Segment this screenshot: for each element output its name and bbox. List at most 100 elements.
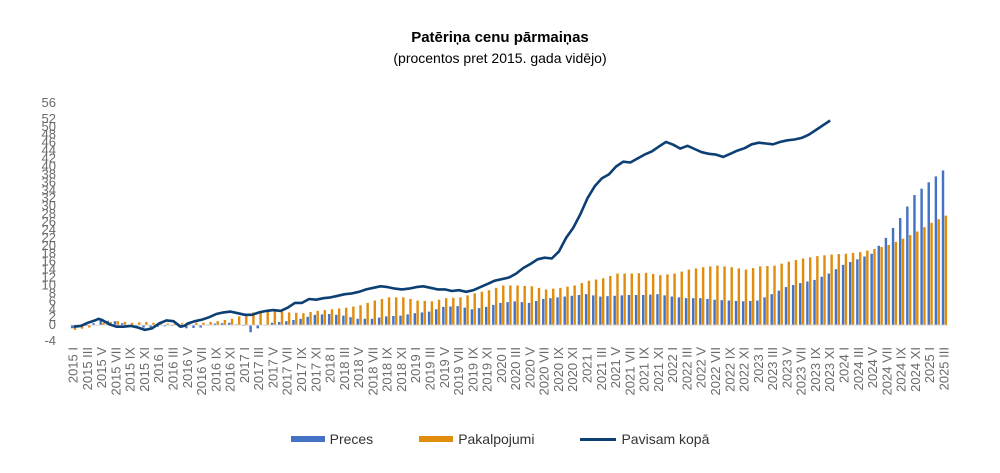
bar-pakalpojumi: [630, 273, 633, 326]
bar-preces: [542, 298, 545, 326]
bar-preces: [927, 182, 930, 326]
legend-item-pakalpojumi: Pakalpojumi: [419, 431, 534, 447]
bar-preces: [713, 299, 716, 326]
x-tick-label: 2025 III: [936, 347, 951, 390]
bar-preces: [756, 300, 759, 326]
x-tick-label: 2016 IX: [208, 347, 223, 392]
bar-preces: [292, 319, 295, 326]
bar-pakalpojumi: [787, 261, 791, 326]
bar-pakalpojumi: [459, 297, 462, 326]
x-tick-label: 2022 IX: [722, 347, 737, 392]
x-tick-label: 2018 IX: [380, 347, 395, 392]
x-tick-label: 2016 III: [166, 347, 181, 390]
bar-pakalpojumi: [601, 278, 605, 326]
bar-preces: [684, 298, 688, 326]
bar-preces: [620, 295, 624, 326]
bar-pakalpojumi: [280, 311, 284, 326]
bar-pakalpojumi: [138, 322, 141, 326]
bar-pakalpojumi: [887, 245, 890, 326]
bar-pakalpojumi: [330, 309, 334, 326]
bar-preces: [727, 300, 731, 326]
bar-pakalpojumi: [930, 222, 933, 326]
y-tick-label: 42: [42, 151, 56, 166]
y-tick-label: 56: [42, 95, 56, 110]
y-tick-label: 2: [49, 309, 56, 324]
bar-pakalpojumi: [552, 288, 555, 326]
y-tick-label: 38: [42, 166, 56, 181]
bar-pakalpojumi: [694, 268, 698, 326]
y-tick-label: 28: [42, 206, 56, 221]
bar-pakalpojumi: [80, 325, 84, 329]
bar-preces: [749, 300, 752, 326]
x-tick-label: 2018 V: [351, 347, 366, 389]
bar-pakalpojumi: [116, 321, 120, 326]
bar-pakalpojumi: [609, 275, 612, 326]
x-tick-label: 2023 I: [751, 347, 766, 383]
y-tick-label: 8: [49, 285, 56, 300]
bar-pakalpojumi: [680, 271, 683, 326]
bar-pakalpojumi: [216, 321, 219, 326]
y-tick-label: 6: [49, 293, 56, 308]
x-tick-label: 2020 V: [522, 347, 537, 389]
bar-pakalpojumi: [616, 273, 619, 326]
bar-preces: [406, 314, 409, 326]
bar-pakalpojumi: [730, 267, 733, 326]
x-tick-label: 2020 III: [508, 347, 523, 390]
bar-preces: [377, 317, 381, 326]
x-tick-label: 2021 IX: [637, 347, 652, 392]
x-tick-label: 2017 VII: [280, 347, 295, 395]
x-tick-label: 2021 V: [608, 347, 623, 389]
bar-pakalpojumi: [766, 266, 769, 326]
bar-pakalpojumi: [544, 289, 548, 326]
bar-preces: [856, 259, 859, 326]
bar-preces: [463, 307, 466, 326]
x-tick-label: 2018 III: [337, 347, 352, 390]
bar-pakalpojumi: [452, 297, 455, 326]
bar-preces: [506, 302, 509, 326]
bar-pakalpojumi: [130, 322, 134, 326]
x-tick-label: 2019 I: [408, 347, 423, 383]
chart-legend: Preces Pakalpojumi Pavisam kopā: [0, 431, 1000, 447]
bar-preces: [834, 269, 838, 326]
bar-preces: [941, 170, 945, 326]
series-line-pavisam-kopa: [73, 119, 831, 332]
bar-pakalpojumi: [502, 285, 505, 326]
bar-preces: [456, 306, 459, 326]
bar-pakalpojumi: [866, 250, 869, 326]
bar-preces: [627, 294, 631, 326]
legend-label-preces: Preces: [329, 431, 374, 447]
bar-pakalpojumi: [873, 248, 876, 326]
y-tick-label: 26: [42, 214, 56, 229]
y-tick-label: 0: [49, 317, 56, 332]
bar-preces: [699, 298, 702, 326]
bar-pakalpojumi: [359, 305, 362, 326]
bar-preces: [777, 290, 781, 326]
legend-label-pakalpojumi: Pakalpojumi: [458, 431, 535, 447]
bar-preces: [327, 314, 331, 326]
bar-pakalpojumi: [537, 287, 541, 326]
bar-pakalpojumi: [659, 275, 662, 326]
x-tick-label: 2019 IX: [465, 347, 480, 392]
x-tick-label: 2018 I: [323, 347, 338, 383]
bar-preces: [320, 314, 324, 326]
bar-preces: [584, 294, 588, 326]
bar-pakalpojumi: [944, 215, 948, 326]
bar-pakalpojumi: [794, 260, 798, 326]
bar-pakalpojumi: [851, 252, 855, 326]
bar-pakalpojumi: [880, 246, 883, 326]
bar-pakalpojumi: [102, 322, 105, 326]
x-tick-label: 2024 III: [851, 347, 866, 390]
bar-pakalpojumi: [416, 300, 419, 326]
bar-preces: [199, 325, 202, 328]
bar-pakalpojumi: [444, 298, 448, 326]
bar-pakalpojumi: [644, 272, 648, 326]
bar-preces: [784, 287, 788, 326]
bar-preces: [556, 297, 559, 326]
x-tick-label: 2018 XI: [394, 347, 409, 392]
y-tick-label: 18: [42, 246, 56, 261]
bar-preces: [299, 318, 302, 326]
x-tick-label: 2019 XI: [480, 347, 495, 392]
bar-pakalpojumi: [623, 273, 626, 326]
bar-pakalpojumi: [908, 235, 912, 326]
